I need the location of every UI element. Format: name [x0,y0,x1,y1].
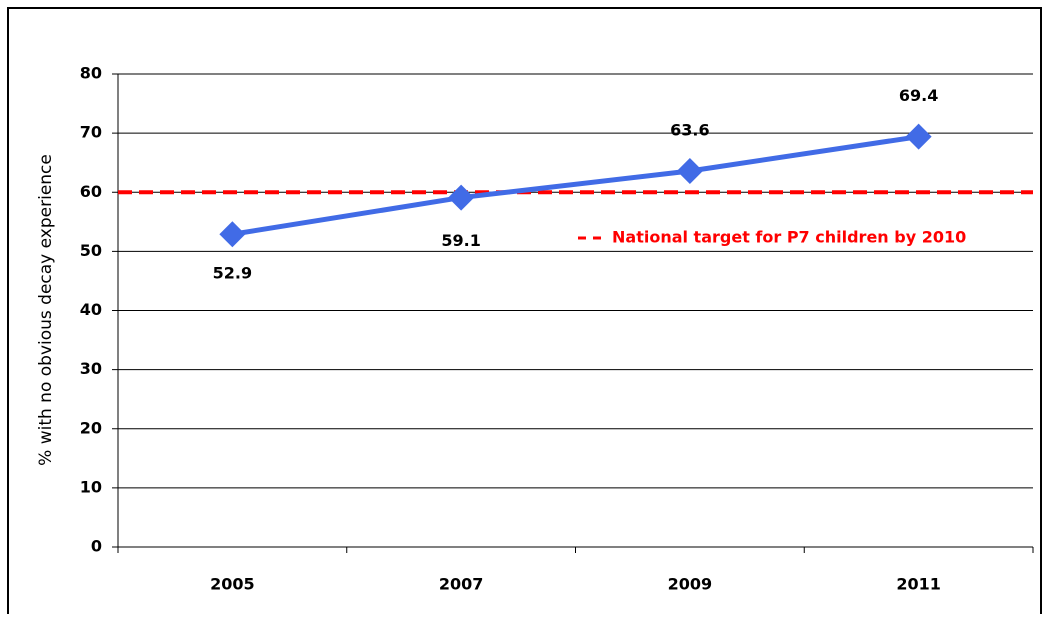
data-label: 69.4 [899,86,938,105]
data-label: 52.9 [213,264,252,283]
data-label: 59.1 [441,231,480,250]
x-tick-label: 2005 [210,575,255,594]
x-tick-label: 2009 [668,575,713,594]
y-tick-label: 30 [80,359,102,378]
marker [219,221,246,248]
y-tick-label: 10 [80,477,102,496]
y-axis-label: % with no obvious decay experience [36,154,56,466]
x-tick-label: 2007 [439,575,484,594]
y-tick-label: 80 [80,64,102,83]
y-tick-label: 40 [80,300,102,319]
y-tick-label: 0 [91,537,102,556]
y-tick-label: 70 [80,123,102,142]
y-tick-label: 50 [80,241,102,260]
series-line [231,134,919,237]
marker [448,184,475,211]
y-tick-label: 60 [80,182,102,201]
legend-label: National target for P7 children by 2010 [612,228,966,247]
data-label: 63.6 [670,120,709,139]
y-tick-label: 20 [80,418,102,437]
marker [676,157,703,184]
x-tick-label: 2011 [896,575,941,594]
marker [905,123,932,150]
chart-frame [7,7,1042,618]
